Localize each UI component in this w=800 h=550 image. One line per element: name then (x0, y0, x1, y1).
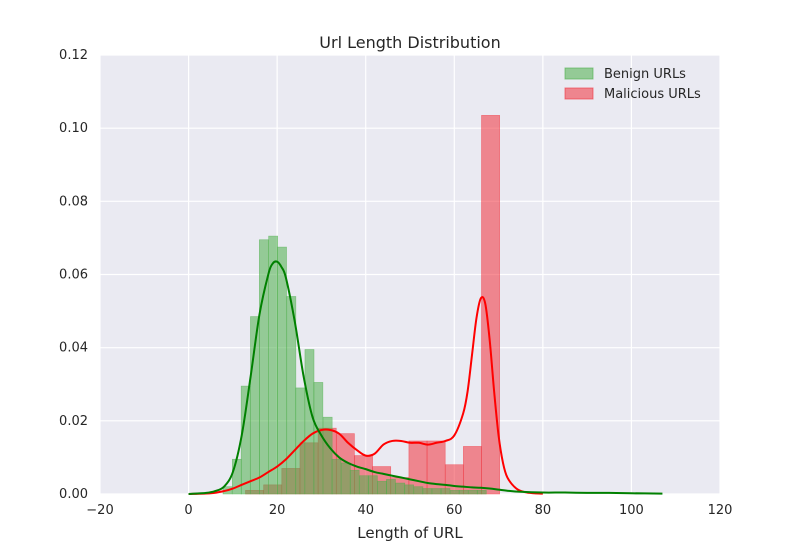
benign-bar (386, 479, 396, 495)
benign-bar (422, 488, 433, 495)
y-tick-label: 0.00 (59, 487, 88, 502)
y-tick-labels: 0.00 0.02 0.04 0.06 0.08 0.10 0.12 (59, 48, 88, 502)
y-tick-label: 0.10 (59, 121, 88, 136)
benign-bar (404, 484, 414, 495)
benign-bar (340, 462, 351, 495)
benign-bar (468, 490, 478, 495)
x-tick-label: 60 (446, 503, 463, 518)
x-axis-title: Length of URL (357, 524, 463, 542)
benign-bar (349, 469, 360, 495)
benign-bar (449, 490, 460, 495)
benign-kde-line (188, 260, 663, 495)
x-tick-label: 0 (184, 503, 192, 518)
benign-bar (413, 486, 424, 495)
y-tick-label: 0.06 (59, 268, 88, 283)
benign-bar (277, 246, 287, 495)
y-tick-label: 0.08 (59, 194, 88, 209)
benign-bar (313, 382, 324, 495)
benign-bar (431, 488, 442, 495)
legend-label-benign: Benign URLs (604, 67, 686, 82)
malicious-kde-line (188, 296, 543, 495)
benign-bars (222, 235, 487, 495)
malicious-bar (426, 440, 446, 495)
x-tick-label: 100 (619, 503, 644, 518)
chart-title: Url Length Distribution (319, 33, 500, 52)
benign-bar (268, 235, 278, 495)
x-tick-labels: −20 0 20 40 60 80 100 120 (86, 503, 732, 518)
benign-bar (367, 475, 378, 495)
legend-swatch-benign (564, 67, 594, 80)
legend-swatch-malicious (564, 87, 594, 100)
x-tick-label: 80 (535, 503, 552, 518)
legend-label-malicious: Malicious URLs (604, 87, 701, 102)
x-tick-label: 40 (357, 503, 374, 518)
benign-bar (322, 416, 333, 495)
x-tick-label: −20 (86, 503, 113, 518)
x-tick-label: 120 (708, 503, 733, 518)
benign-bar (476, 490, 487, 495)
kde-lines (188, 260, 663, 495)
benign-bar (395, 482, 406, 495)
y-tick-label: 0.12 (59, 48, 88, 63)
malicious-bar (481, 115, 500, 495)
benign-bar (240, 385, 251, 495)
x-tick-label: 20 (269, 503, 286, 518)
benign-bar (359, 475, 369, 495)
y-tick-label: 0.04 (59, 341, 88, 356)
benign-bar (458, 490, 469, 495)
legend: Benign URLs Malicious URLs (564, 67, 701, 102)
benign-bar (331, 458, 342, 495)
benign-bar (286, 296, 297, 495)
y-tick-label: 0.02 (59, 414, 88, 429)
benign-bar (377, 480, 387, 495)
benign-bar (304, 349, 315, 495)
benign-bar (440, 488, 451, 495)
